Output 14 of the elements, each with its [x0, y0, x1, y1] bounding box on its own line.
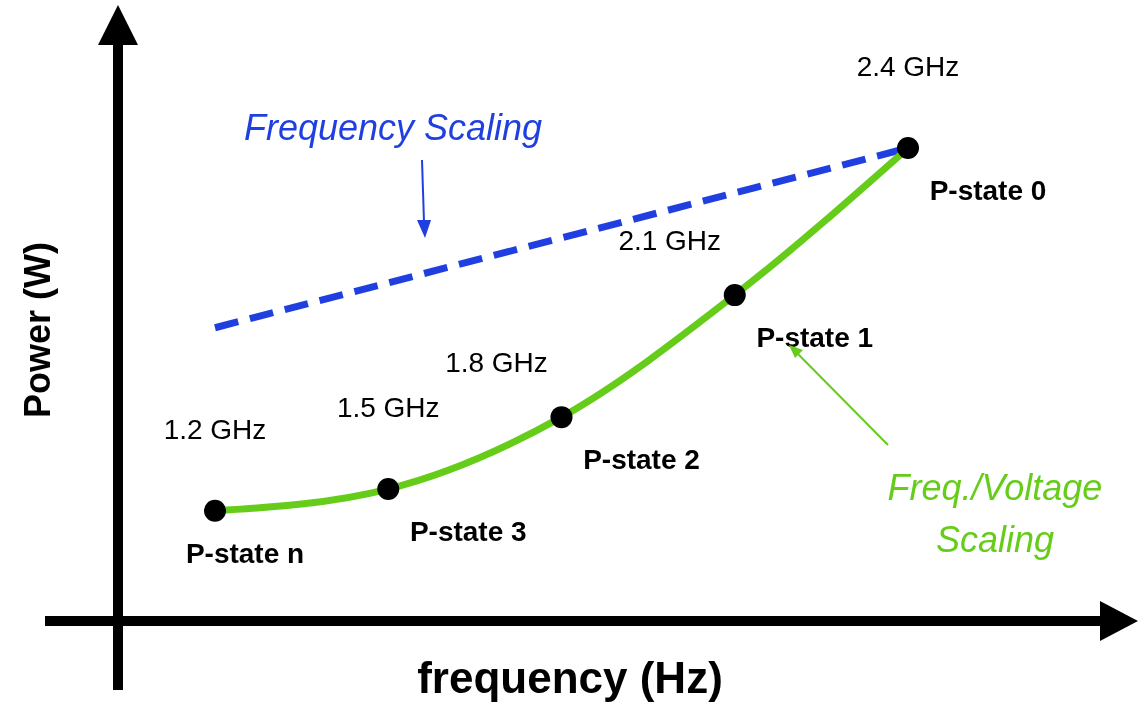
- x-axis-title: frequency (Hz): [417, 653, 723, 702]
- annotation: P-state n: [185, 537, 305, 569]
- text: 2.4 GHz: [856, 51, 960, 82]
- annotation: P-state 2: [583, 444, 700, 476]
- annotation: P-state 1: [756, 322, 874, 354]
- annotation: 1.5 GHz: [336, 392, 440, 424]
- annotation: P-state 3: [409, 516, 527, 548]
- annotation: 1.2 GHz: [163, 413, 267, 445]
- y-axis-title: Power (W): [17, 242, 58, 418]
- text: Frequency Scaling: [243, 107, 543, 148]
- text: Freq./Voltage Scaling: [887, 467, 1103, 560]
- annotation: 1.8 GHz: [445, 347, 548, 379]
- annotation: 2.1 GHz: [618, 225, 722, 257]
- annotation: P-state 0: [929, 175, 1047, 206]
